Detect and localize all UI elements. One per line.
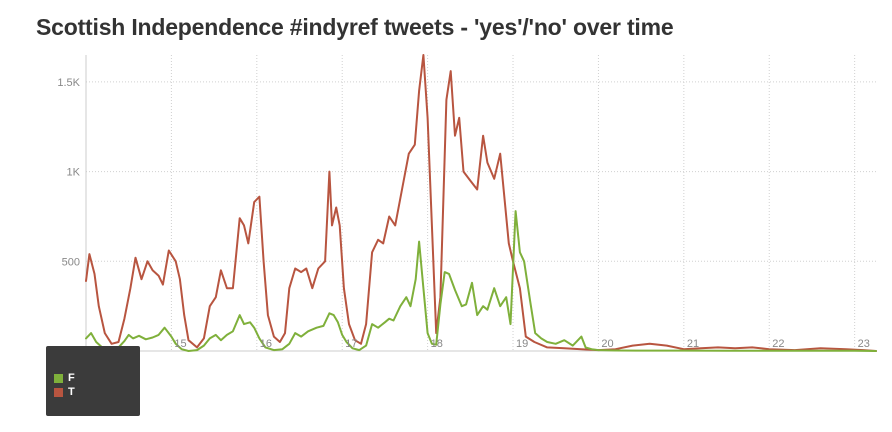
- grid-lines: [86, 55, 876, 351]
- y-tick-label: 500: [62, 256, 80, 268]
- x-tick-label: 18: [431, 338, 443, 350]
- x-tick-label: 22: [772, 338, 784, 350]
- x-tick-label: 21: [687, 338, 699, 350]
- x-tick-label: 19: [516, 338, 528, 350]
- legend-swatch-t: [54, 387, 63, 397]
- y-tick-label: 1K: [67, 167, 81, 179]
- tick-labels: 500 1K 1.5K 15 16 17 18 19 20 21 22 23: [57, 77, 870, 350]
- x-tick-label: 16: [260, 338, 272, 350]
- x-tick-label: 15: [174, 338, 186, 350]
- x-tick-label: 20: [601, 338, 613, 350]
- chart-title: Scottish Independence #indyref tweets - …: [36, 14, 674, 40]
- legend: F T: [46, 346, 140, 416]
- legend-label-t: T: [68, 386, 75, 398]
- series-line-f[interactable]: [85, 210, 877, 352]
- series-lines: [85, 54, 877, 352]
- legend-label-f: F: [68, 372, 75, 384]
- legend-item-f[interactable]: F: [54, 372, 75, 384]
- legend-item-t[interactable]: T: [54, 386, 75, 398]
- y-tick-label: 1.5K: [57, 77, 80, 89]
- series-line-t[interactable]: [85, 54, 877, 352]
- x-tick-label: 17: [345, 338, 357, 350]
- legend-swatch-f: [54, 373, 63, 383]
- axes: [85, 55, 876, 352]
- x-tick-label: 23: [858, 338, 870, 350]
